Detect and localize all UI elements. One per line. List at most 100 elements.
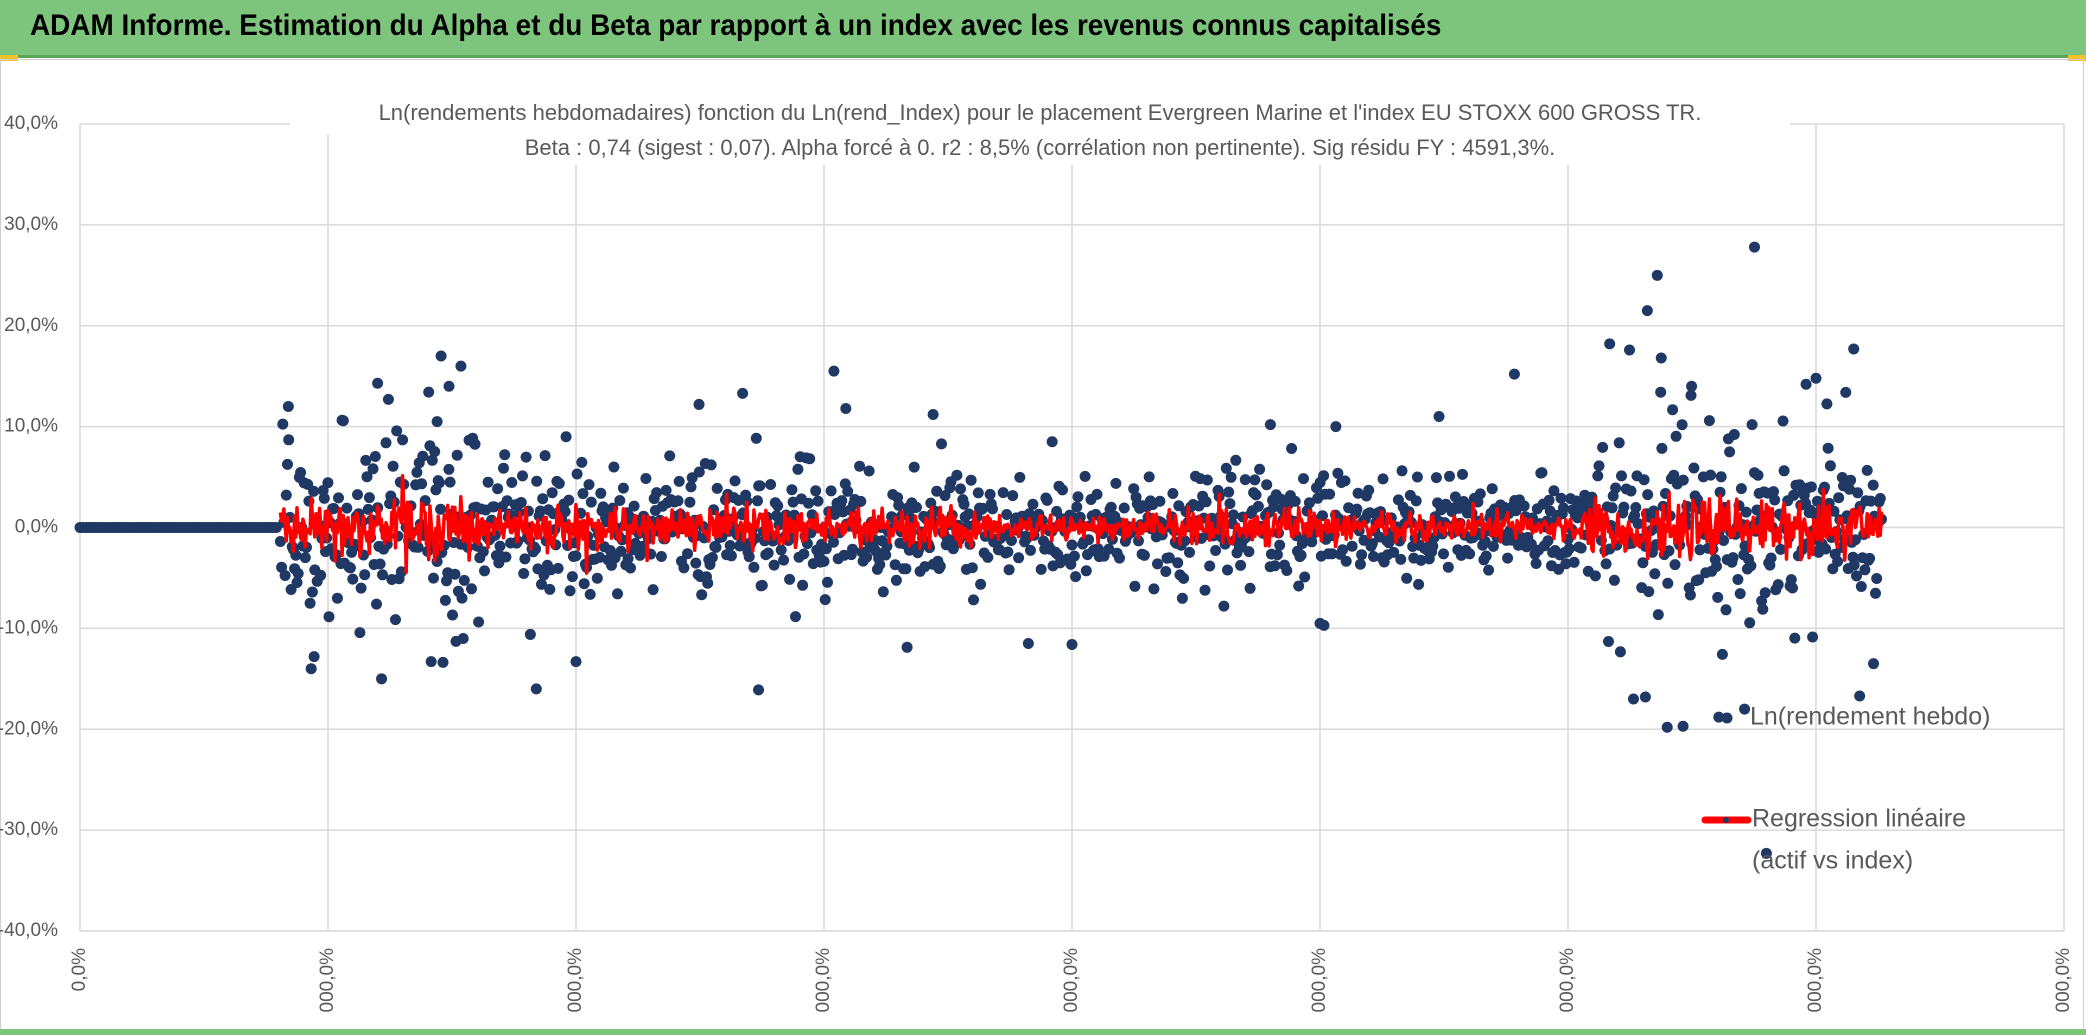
scatter-point: [441, 575, 452, 587]
scatter-point: [711, 482, 723, 494]
scatter-point: [536, 578, 547, 590]
scatter-point: [1254, 463, 1266, 475]
scatter-point: [1854, 690, 1866, 702]
scatter-point: [1105, 501, 1117, 513]
scatter-point: [1201, 474, 1213, 486]
scatter-point: [628, 500, 640, 512]
y-tick-label: -40,0%: [0, 920, 58, 941]
scatter-point: [1027, 498, 1039, 510]
scatter-point: [1235, 559, 1247, 571]
scatter-point: [1865, 495, 1877, 507]
scatter-point: [1718, 535, 1730, 546]
scatter-point: [341, 502, 353, 514]
scatter-point: [1874, 493, 1886, 504]
scatter-point: [847, 543, 858, 555]
scatter-point: [660, 484, 672, 496]
scatter-point: [276, 561, 288, 573]
scatter-point: [820, 543, 832, 555]
scatter-point: [367, 463, 379, 475]
scatter-point: [1003, 564, 1015, 576]
scatter-point: [1536, 467, 1548, 479]
scatter-point: [482, 476, 494, 488]
scatter-point: [685, 481, 697, 493]
scatter-point: [544, 583, 556, 595]
scatter-point: [1218, 600, 1230, 612]
scatter-point: [612, 588, 623, 600]
scatter-point: [1711, 560, 1722, 572]
scatter-point: [1230, 454, 1242, 466]
scatter-point: [828, 536, 839, 548]
scatter-point: [585, 496, 597, 508]
scatter-point: [1071, 501, 1083, 513]
scatter-point: [1438, 548, 1449, 560]
scatter-point: [919, 561, 931, 573]
scatter-point: [1822, 442, 1834, 454]
scatter-point: [1575, 542, 1587, 554]
scatter-point: [1864, 552, 1876, 564]
scatter-point: [1530, 558, 1542, 569]
y-tick-label: -20,0%: [0, 718, 58, 739]
scatter-point: [374, 558, 386, 570]
scatter-point: [1225, 471, 1237, 483]
scatter-point: [1487, 540, 1499, 552]
scatter-point: [936, 438, 947, 450]
scatter-point: [376, 673, 388, 685]
scatter-point: [874, 559, 886, 571]
scatter-point: [724, 540, 736, 551]
scatter-point: [359, 569, 371, 581]
scatter-point: [570, 656, 582, 668]
scatter-point: [1249, 474, 1261, 486]
scatter-point: [1299, 571, 1311, 583]
scatter-point: [1133, 535, 1144, 547]
scatter-point: [1560, 558, 1572, 570]
scatter-point: [1651, 269, 1663, 281]
scatter-point: [1713, 711, 1725, 723]
scatter-point: [456, 592, 468, 604]
scatter-point: [1340, 555, 1352, 567]
scatter-point: [282, 400, 294, 412]
scatter-point: [1604, 338, 1616, 350]
scatter-point: [1204, 560, 1216, 572]
scatter-point: [1324, 488, 1336, 500]
scatter-point: [1618, 501, 1630, 513]
scatter-point: [274, 536, 286, 547]
scatter-point: [449, 568, 461, 580]
scatter-point: [615, 545, 627, 557]
scatter-point: [890, 574, 902, 586]
scatter-point: [595, 487, 607, 499]
scatter-point: [625, 562, 636, 574]
chart-title-line2: Beta : 0,74 (sigest : 0,07). Alpha forcé…: [525, 135, 1556, 160]
scatter-point: [1848, 343, 1860, 355]
scatter-point: [277, 418, 289, 430]
scatter-point: [1703, 415, 1715, 427]
scatter-point: [1210, 545, 1222, 556]
scatter-point: [1083, 534, 1095, 546]
scatter-point: [1167, 488, 1179, 499]
scatter-point: [1637, 557, 1649, 569]
scatter-point: [1339, 475, 1351, 487]
scatter-point: [818, 555, 830, 567]
scatter-point: [1677, 474, 1689, 486]
scatter-point: [1354, 558, 1366, 570]
y-tick-label: 30,0%: [4, 214, 58, 235]
scatter-point: [492, 483, 504, 495]
scatter-point: [1655, 352, 1667, 364]
scatter-point: [1800, 378, 1812, 390]
scatter-point: [1022, 638, 1034, 650]
scatter-point: [1788, 489, 1800, 501]
scatter-point: [425, 656, 437, 668]
scatter-point: [1352, 487, 1364, 499]
scatter-point: [469, 438, 481, 450]
scatter-point: [1457, 468, 1468, 480]
x-tick-label: 000,0%: [2053, 948, 2074, 1013]
scatter-point: [530, 683, 542, 695]
scatter-point: [1252, 500, 1264, 512]
scatter-point: [328, 503, 340, 514]
scatter-point: [473, 616, 485, 628]
scatter-point: [1655, 386, 1667, 398]
scatter-point: [673, 475, 685, 487]
scatter-point: [1610, 482, 1622, 494]
scatter-point: [804, 453, 816, 465]
scatter-point: [494, 540, 506, 552]
scatter-point: [361, 471, 373, 483]
